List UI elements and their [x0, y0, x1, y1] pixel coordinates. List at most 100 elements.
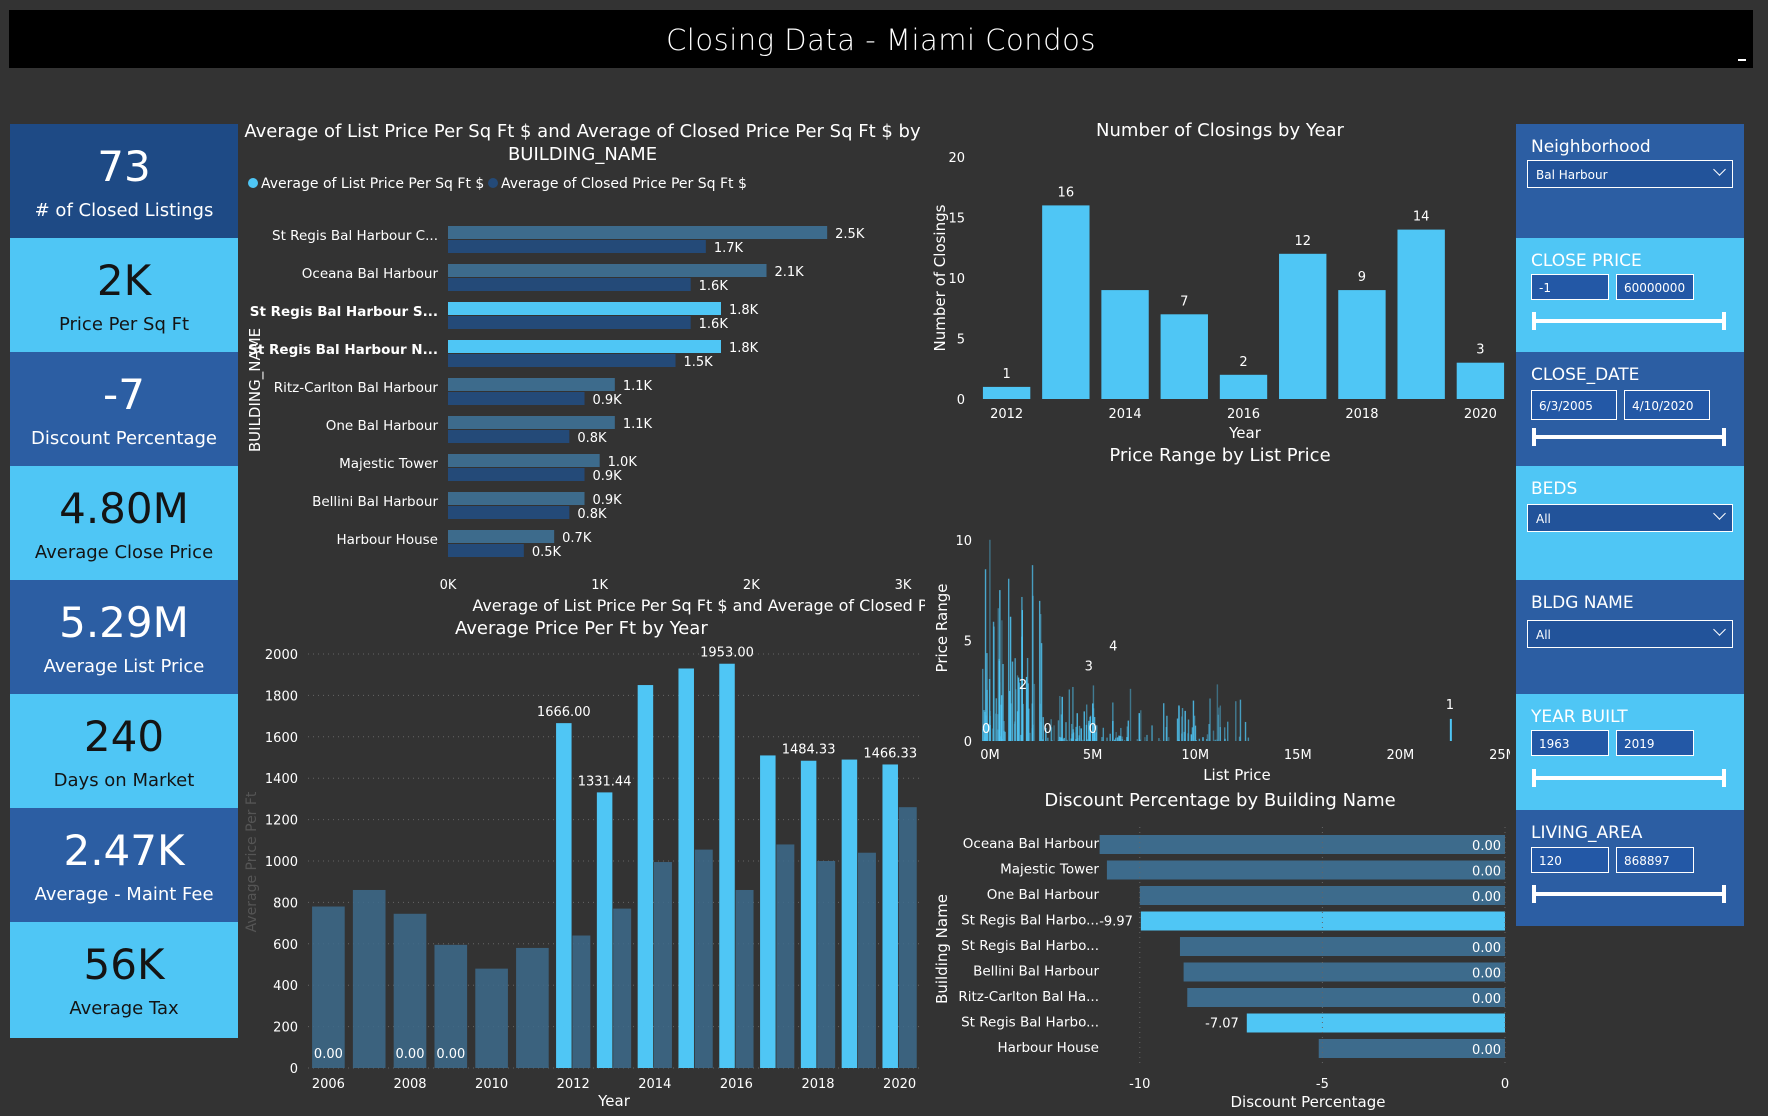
- category-label: Majestic Tower: [339, 456, 438, 472]
- bldg-name-dropdown[interactable]: All: [1527, 620, 1733, 648]
- max-input[interactable]: 60000000: [1616, 274, 1694, 300]
- price-range-spike: [1163, 703, 1165, 741]
- price-range-spike: [1080, 728, 1082, 741]
- price-range-spike: [1001, 620, 1003, 741]
- price-range-spike: [1144, 737, 1146, 741]
- price-range-spike: [1010, 703, 1012, 741]
- price-range-spike: [1009, 690, 1011, 741]
- bar-dark-series: [393, 913, 427, 1068]
- beds-dropdown[interactable]: All: [1527, 504, 1733, 532]
- kpi-value: 5.29M: [59, 598, 189, 647]
- max-input[interactable]: 868897: [1616, 847, 1694, 873]
- x-tick-label: 25M: [1489, 748, 1510, 763]
- chart-list-vs-closed-price-per-sqft: Average of List Price Per Sq Ft $ Average…: [246, 176, 925, 615]
- min-input[interactable]: -1: [1531, 274, 1609, 300]
- data-label: 2.1K: [775, 265, 805, 280]
- price-per-sqft-card[interactable]: 2K Price Per Sq Ft: [10, 238, 238, 352]
- kpi-label: Average Close Price: [34, 542, 214, 563]
- x-axis-title: Discount Percentage: [1230, 1093, 1385, 1111]
- slicer-title: CLOSE_DATE: [1531, 365, 1640, 385]
- price-range-spike: [989, 724, 991, 741]
- price-range-spike: [1060, 714, 1063, 741]
- price-range-spike: [1061, 696, 1063, 741]
- price-range-spike: [1018, 682, 1021, 741]
- average-tax-card[interactable]: 56K Average Tax: [10, 922, 238, 1038]
- price-range-spike: [1063, 737, 1065, 741]
- price-range-spike: [1028, 708, 1030, 741]
- closed-listings-card[interactable]: 73 # of Closed Listings: [10, 124, 238, 238]
- price-range-spike: [1007, 578, 1010, 741]
- range-slider[interactable]: [1532, 428, 1726, 446]
- data-label: 1953.00: [700, 646, 754, 661]
- price-range-spike: [1088, 724, 1090, 741]
- min-input[interactable]: 120: [1531, 847, 1609, 873]
- data-label: 0.9K: [593, 469, 623, 484]
- price-range-spike: [1042, 717, 1044, 741]
- end-date-input[interactable]: 4/10/2020: [1624, 390, 1710, 420]
- slider-max-handle[interactable]: [1722, 769, 1726, 787]
- slider-min-handle[interactable]: [1532, 312, 1536, 330]
- price-range-spike: [997, 729, 999, 741]
- average-close-price-card[interactable]: 4.80M Average Close Price: [10, 466, 238, 580]
- price-range-spike: [1216, 739, 1218, 741]
- start-date-input[interactable]: 6/3/2005: [1531, 390, 1617, 420]
- bar-light-series: [841, 759, 858, 1068]
- bar-closed-price: [448, 392, 585, 405]
- price-range-spike: [999, 682, 1001, 741]
- bar-light-series: [678, 668, 694, 1068]
- slider-max-handle[interactable]: [1722, 885, 1726, 903]
- min-input[interactable]: 1963: [1531, 730, 1609, 756]
- slider-max-handle[interactable]: [1722, 312, 1726, 330]
- average-list-price-card[interactable]: 5.29M Average List Price: [10, 580, 238, 694]
- data-label: 1666.00: [537, 705, 591, 720]
- kpi-label: Days on Market: [53, 770, 195, 791]
- x-axis-title: Average of List Price Per Sq Ft $ and Av…: [472, 596, 925, 615]
- kpi-value: 2K: [96, 256, 152, 305]
- data-label: 0.00: [1472, 865, 1501, 880]
- category-label: Oceana Bal Harbour: [963, 836, 1100, 852]
- price-range-spike: [1109, 733, 1111, 741]
- price-range-spike: [1140, 710, 1142, 741]
- neighborhood-dropdown[interactable]: Bal Harbour: [1527, 160, 1733, 188]
- slider-max-handle[interactable]: [1722, 428, 1726, 446]
- price-range-spike: [1224, 738, 1226, 741]
- price-range-spike: [992, 740, 995, 741]
- x-tick-label: 1K: [591, 578, 608, 593]
- slider-min-handle[interactable]: [1532, 885, 1536, 903]
- data-label: 2: [1239, 355, 1247, 370]
- data-label: 0.00: [1472, 941, 1501, 956]
- range-slider[interactable]: [1532, 312, 1726, 330]
- x-tick-label: 0K: [440, 578, 457, 593]
- range-slider[interactable]: [1532, 885, 1726, 903]
- price-range-spike: [1085, 724, 1088, 741]
- max-input[interactable]: 2019: [1616, 730, 1694, 756]
- slider-min-handle[interactable]: [1532, 428, 1536, 446]
- discount-percentage-card[interactable]: -7 Discount Percentage: [10, 352, 238, 466]
- range-slider[interactable]: [1532, 769, 1726, 787]
- legend-marker-closed: [488, 178, 498, 188]
- price-range-spike: [1247, 737, 1250, 741]
- data-label: 1.1K: [623, 379, 653, 394]
- average-maint-fee-card[interactable]: 2.47K Average - Maint Fee: [10, 808, 238, 922]
- x-tick-label: 2016: [1227, 407, 1260, 422]
- price-range-spike: [1202, 737, 1204, 741]
- price-range-spike: [1020, 734, 1022, 741]
- price-range-spike: [1115, 737, 1117, 741]
- price-range-spike: [1177, 739, 1180, 741]
- price-range-spike: [1014, 658, 1016, 741]
- price-range-spike: [1025, 676, 1028, 741]
- price-range-spike: [1096, 725, 1098, 741]
- y-tick-label: 1400: [265, 772, 298, 787]
- bar-closings: [1042, 205, 1090, 399]
- slider-min-handle[interactable]: [1532, 769, 1536, 787]
- bar-closed-price: [448, 316, 691, 329]
- price-range-spike: [1032, 595, 1034, 741]
- category-label: Bellini Bal Harbour: [973, 964, 1099, 980]
- bar-dark-series: [352, 889, 386, 1068]
- data-label: 0.9K: [593, 393, 623, 408]
- days-on-market-card[interactable]: 240 Days on Market: [10, 694, 238, 808]
- price-range-spike: [1187, 719, 1190, 741]
- x-tick-label: 2K: [743, 578, 760, 593]
- bar-closings: [982, 386, 1031, 399]
- minimize-icon[interactable]: [1738, 59, 1746, 61]
